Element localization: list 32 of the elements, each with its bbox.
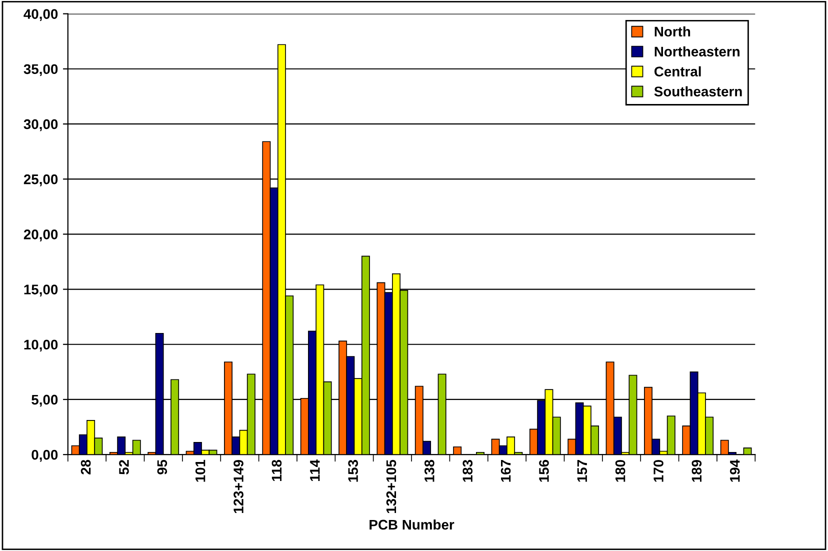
legend-label: Central xyxy=(654,66,701,76)
y-tick-label: 35,00 xyxy=(24,64,58,76)
y-tick-label: 5,00 xyxy=(32,394,58,407)
x-tick-label: 183 xyxy=(462,460,473,482)
x-tick-label: 95 xyxy=(157,460,168,474)
x-tick-label: 28 xyxy=(80,460,91,474)
y-tick-label: 10,00 xyxy=(24,340,58,352)
x-tick-label: 138 xyxy=(424,460,434,482)
x-tick-label: 170 xyxy=(654,460,664,482)
x-tick-label: 194 xyxy=(730,460,740,482)
legend-label: Southeastern xyxy=(654,86,742,96)
x-tick-label: 156 xyxy=(539,460,549,482)
legend-label: Northeastern xyxy=(654,46,740,57)
x-axis-title: PCB Number xyxy=(370,519,454,530)
y-tick-label: 40,00 xyxy=(24,9,58,21)
x-tick-label: 167 xyxy=(500,460,511,482)
x-tick-label: 189 xyxy=(692,460,702,482)
legend-label: North xyxy=(654,26,690,37)
x-tick-label: 118 xyxy=(272,460,282,481)
x-tick-label: 180 xyxy=(615,460,626,482)
x-tick-label: 101 xyxy=(195,460,206,482)
y-tick-label: 25,00 xyxy=(24,174,58,186)
x-tick-label: 132+105 xyxy=(386,460,396,514)
y-tick-label: 15,00 xyxy=(24,284,58,296)
x-tick-label: 157 xyxy=(577,460,588,482)
y-tick-label: 20,00 xyxy=(24,230,58,242)
x-tick-label: 114 xyxy=(310,460,320,481)
x-tick-label: 153 xyxy=(348,460,358,482)
y-tick-label: 0,00 xyxy=(32,450,58,462)
x-tick-label: 52 xyxy=(119,460,129,474)
x-tick-label: 123+149 xyxy=(234,460,244,514)
y-tick-label: 30,00 xyxy=(24,119,58,132)
